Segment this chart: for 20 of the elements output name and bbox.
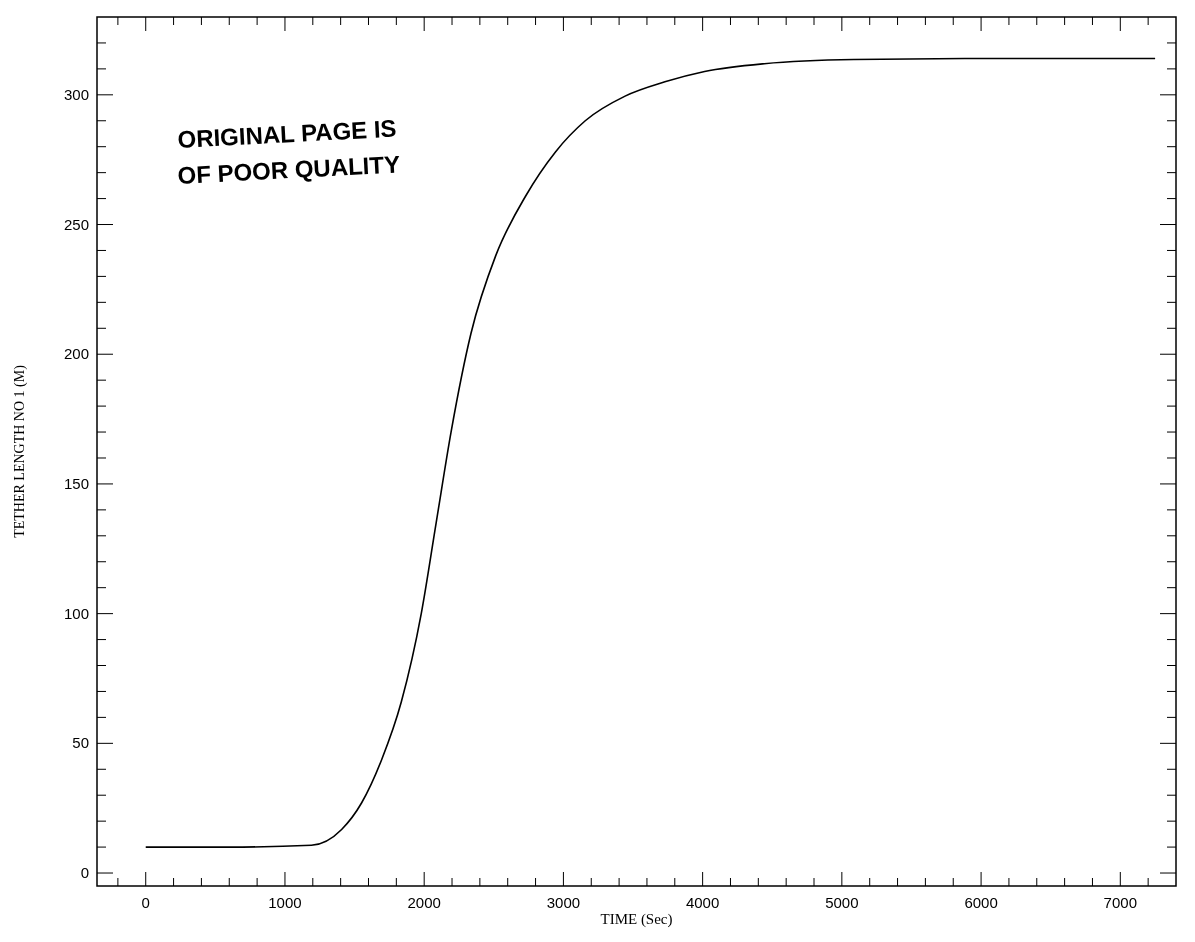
y-tick-label: 300 <box>63 85 89 103</box>
x-tick-label: 3000 <box>546 894 581 911</box>
line-series <box>144 57 1156 848</box>
x-tick-label: 1000 <box>268 894 302 911</box>
annotation: ORIGINAL PAGE IS <box>176 114 398 153</box>
y-tick-label: 50 <box>72 734 89 752</box>
y-tick-label: 250 <box>63 215 89 233</box>
annotation: OF POOR QUALITY <box>176 150 401 189</box>
x-axis-title: TIME (Sec) <box>600 911 673 928</box>
x-tick-label: 7000 <box>1103 894 1137 911</box>
y-tick-label: 150 <box>63 474 89 492</box>
x-tick-label: 0 <box>141 894 150 911</box>
x-tick-label: 6000 <box>964 894 998 911</box>
y-tick-label: 0 <box>80 864 89 882</box>
y-axis-title: TETHER LENGTH NO 1 (M) <box>12 364 28 538</box>
y-tick-label: 100 <box>63 604 89 622</box>
x-tick-label: 4000 <box>685 894 720 911</box>
x-tick-label: 5000 <box>825 894 859 911</box>
y-tick-label: 200 <box>63 345 89 363</box>
x-tick-label: 2000 <box>407 894 441 911</box>
